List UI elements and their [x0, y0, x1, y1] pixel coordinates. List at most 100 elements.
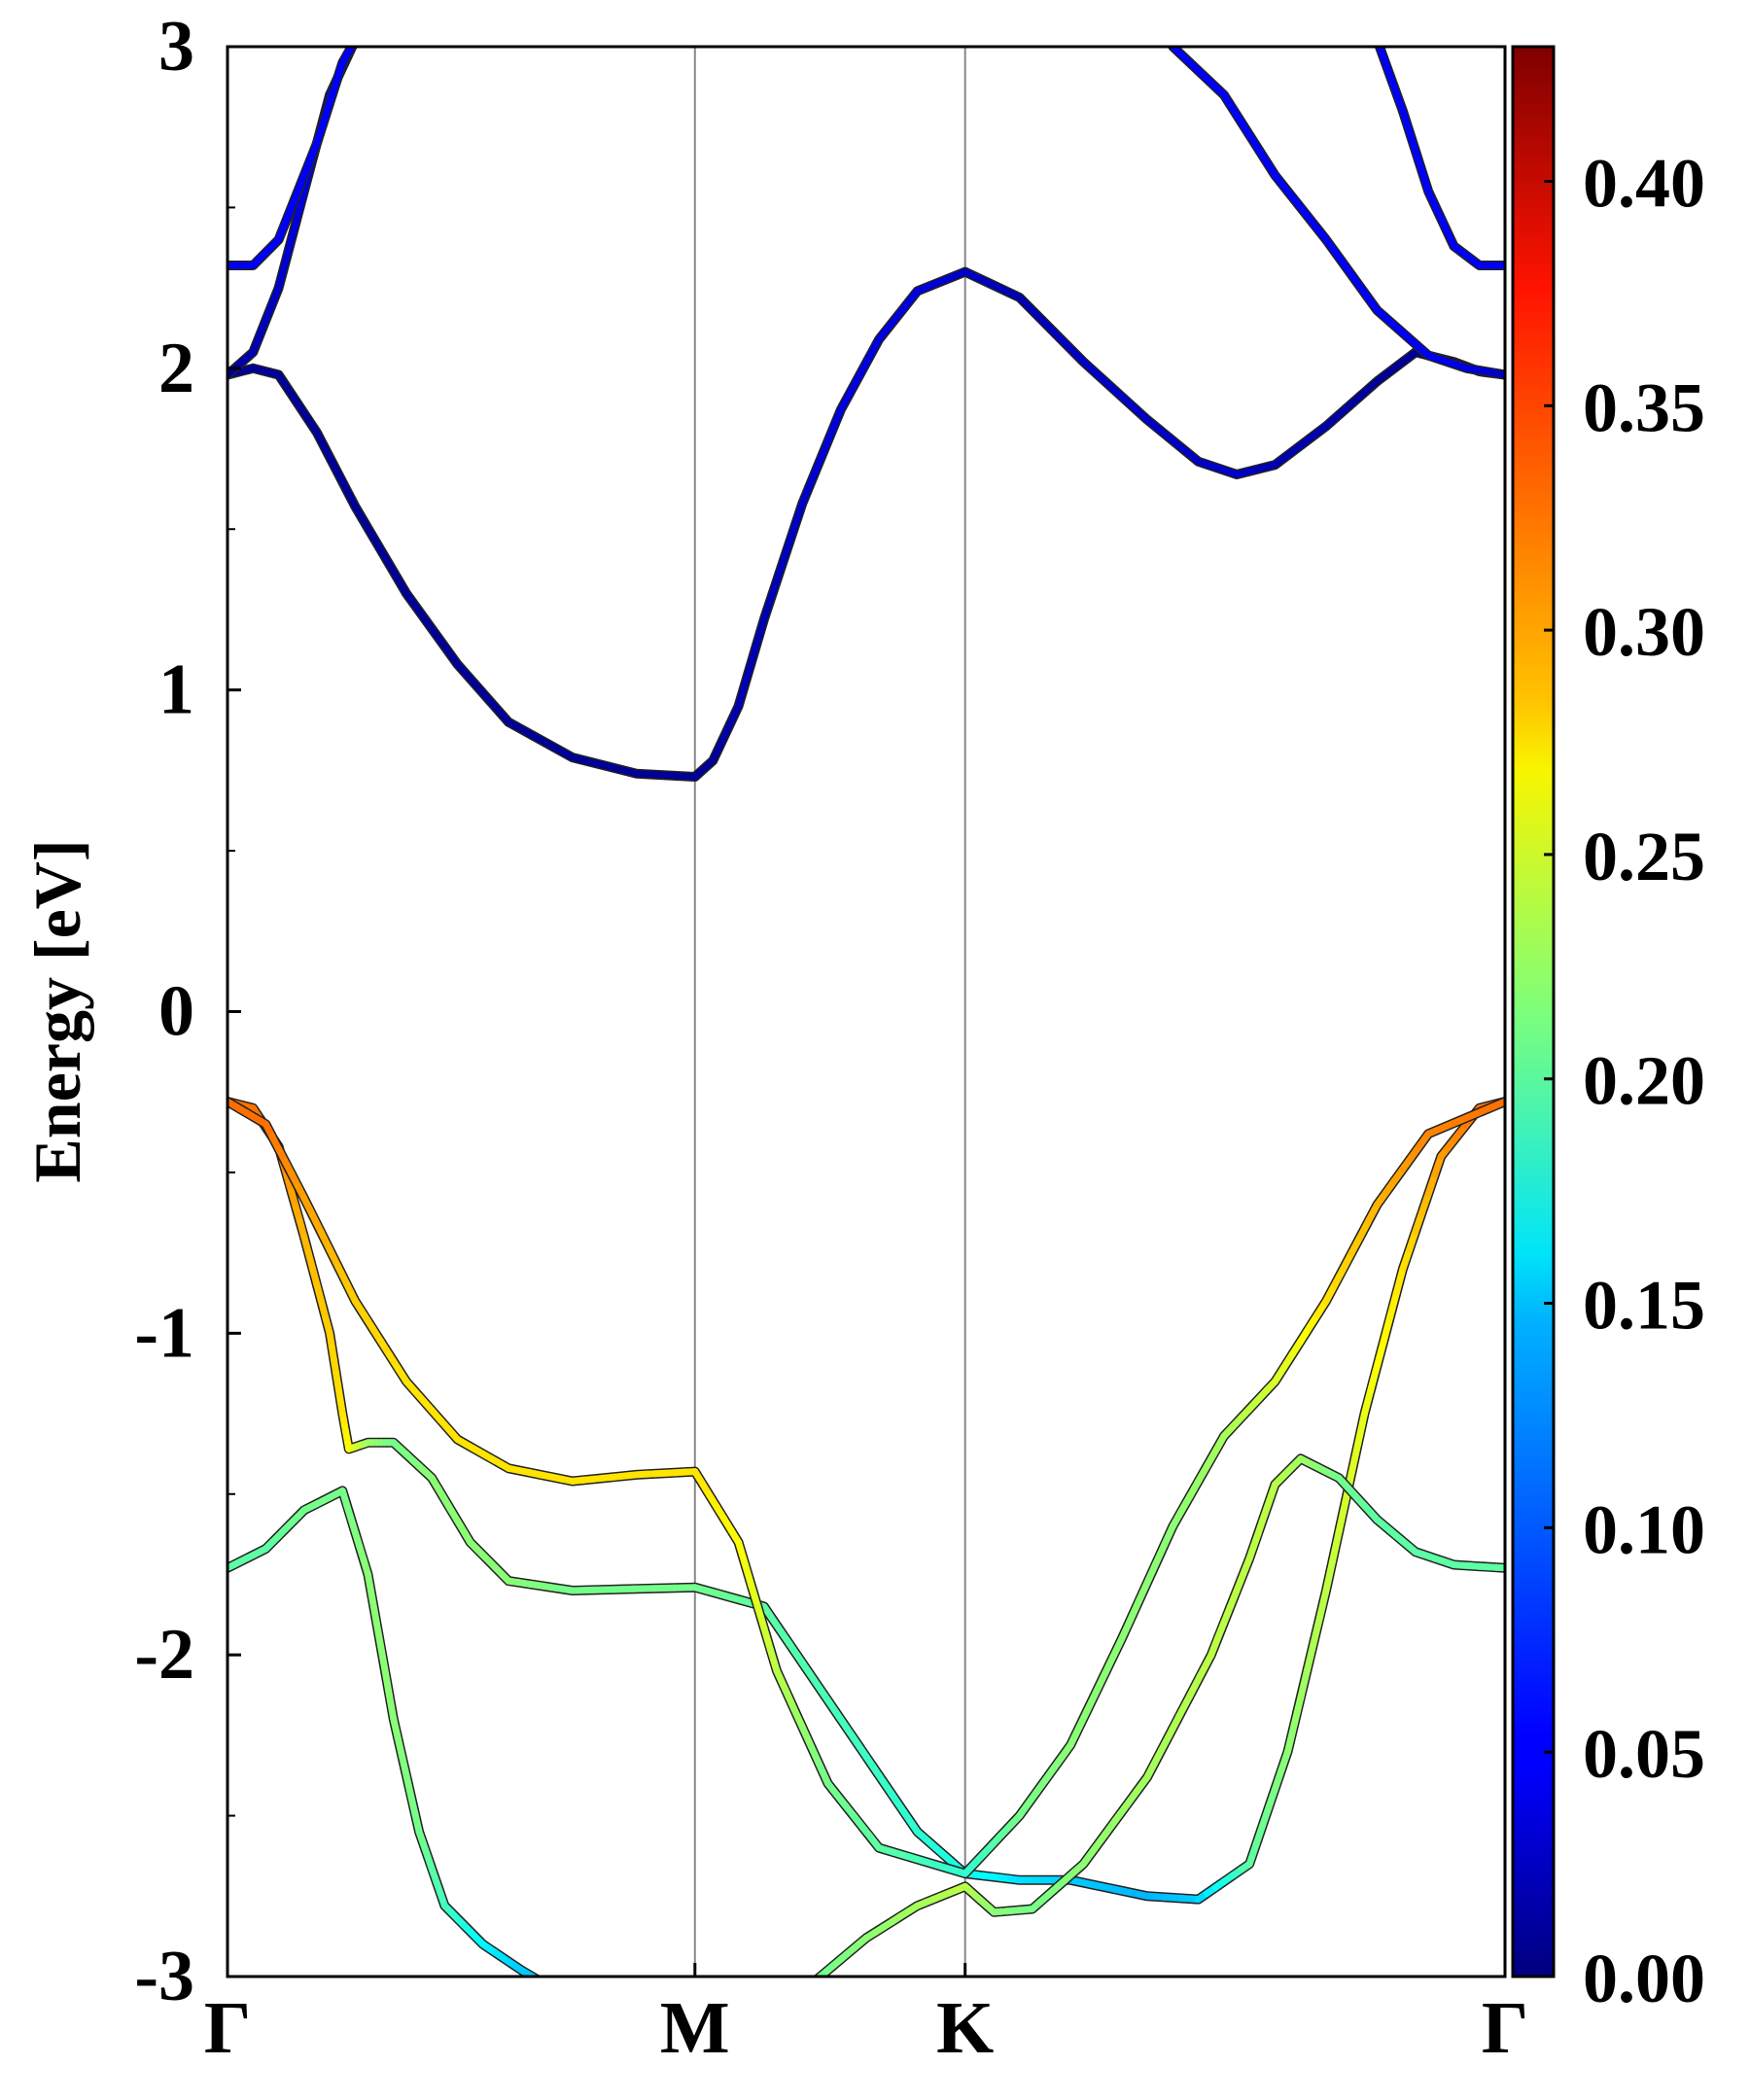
colorbar-ticks: 0.40 0.35 0.30 0.25 0.20 0.15 0.10 0.05 0.00: [1544, 144, 1705, 2017]
band-0-segment: [850, 1734, 870, 1761]
band-1-segment: [760, 1625, 774, 1654]
colorbar-tick-label-3: 0.25: [1583, 818, 1705, 895]
band-0-segment: [837, 1715, 858, 1742]
band-3-segment: [1197, 1651, 1215, 1679]
plot-area: 3 2 1 0 -1 -2 -3 Γ M K Γ Energy [eV]: [20, 7, 1528, 2069]
high-symmetry-lines: [693, 47, 966, 1977]
band-0-segment: [1392, 1265, 1407, 1297]
band-2-segment: [368, 1594, 380, 1627]
band-0-segment: [1322, 1558, 1337, 1594]
y-tick-label-1: 2: [158, 329, 194, 408]
band-0-segment: [671, 1584, 699, 1592]
band-0-outline: [228, 1097, 1505, 1905]
x-tick-label-2: K: [936, 1987, 994, 2069]
band-0-segment: [1361, 1385, 1375, 1418]
band-3-segment: [789, 1997, 796, 2003]
band-0-segment: [798, 1659, 819, 1686]
band-2-segment: [372, 1619, 385, 1651]
colorbar-tick-label-6: 0.10: [1583, 1490, 1705, 1568]
band-7: [1168, 47, 1505, 380]
band-3-segment: [1143, 1753, 1162, 1781]
band-3-segment: [1154, 1732, 1172, 1761]
band-3: [789, 1453, 1505, 2003]
colorbar-tick-label-4: 0.20: [1583, 1042, 1705, 1120]
y-tick-label-4: -1: [134, 1293, 194, 1373]
band-0-segment: [1310, 1614, 1323, 1648]
y-tick-label-0: 3: [158, 7, 194, 87]
band-2-segment: [541, 1981, 547, 1985]
band-1-segment: [753, 1603, 768, 1632]
band-0-segment: [589, 1586, 617, 1593]
y-axis-ticks: 3 2 1 0 -1 -2 -3: [134, 7, 241, 2016]
band-2-outline: [228, 1486, 542, 1977]
band-1-segment: [807, 1742, 823, 1768]
band-1-segment: [741, 1559, 755, 1589]
band-0-segment: [1329, 1527, 1343, 1565]
band-1-segment: [735, 1538, 749, 1567]
colorbar-tick-label-0: 0.40: [1583, 144, 1705, 222]
band-0-segment: [569, 1586, 597, 1594]
colorbar-tick-label-7: 0.05: [1583, 1715, 1705, 1793]
band-6-segment: [351, 47, 356, 48]
band-2-segment: [547, 1985, 554, 1989]
band-0-segment: [1386, 1289, 1400, 1321]
band-1-segment: [798, 1724, 815, 1750]
band-1-segment: [1135, 1579, 1151, 1605]
band-6: [228, 47, 358, 270]
band-1-segment: [1127, 1597, 1142, 1624]
band-3-segment: [802, 1986, 809, 1991]
band-0-segment: [786, 1640, 806, 1666]
band-8-outline: [1374, 47, 1505, 270]
band-3-segment: [1165, 1712, 1183, 1740]
band-1-segment: [782, 1686, 797, 1712]
band-0-segment: [1290, 1694, 1305, 1729]
plot-frame: [226, 45, 1507, 1978]
band-0-segment: [811, 1678, 832, 1704]
band-1-segment: [790, 1704, 806, 1732]
band-3-segment: [1175, 1692, 1194, 1720]
band-8: [1374, 47, 1505, 270]
band-0-segment: [773, 1622, 793, 1648]
band-2-segment: [377, 1643, 389, 1675]
band-0-segment: [1354, 1410, 1368, 1447]
band-3-segment: [1186, 1671, 1205, 1699]
band-0-segment: [824, 1697, 845, 1723]
band-0-segment: [630, 1585, 658, 1592]
band-2: [228, 1486, 554, 1989]
band-2-segment: [365, 1571, 376, 1602]
x-tick-label-3: Γ: [1482, 1987, 1528, 2069]
band-2-segment: [531, 1974, 540, 1977]
band-1-segment: [773, 1667, 789, 1694]
y-tick-label-6: -3: [134, 1937, 194, 2016]
colorbar-gradient: [1511, 45, 1556, 1978]
band-0-segment: [1303, 1640, 1317, 1675]
band-2-segment: [385, 1692, 398, 1723]
band-0-segment: [1284, 1721, 1298, 1755]
band-1-segment: [816, 1761, 832, 1787]
band-1: [228, 1097, 1505, 1879]
band-3-segment: [809, 1980, 816, 1986]
band-0-segment: [1380, 1313, 1394, 1346]
y-tick-label-3: 0: [158, 972, 194, 1052]
band-0-segment: [650, 1584, 679, 1592]
colorbar: 0.40 0.35 0.30 0.25 0.20 0.15 0.10 0.05 0.00: [1511, 45, 1705, 2017]
band-0-segment: [900, 1809, 922, 1836]
band-0-segment: [862, 1753, 883, 1779]
band-1-segment: [1143, 1559, 1160, 1587]
y-tick-label-5: -2: [134, 1615, 194, 1695]
colorbar-tick-label-5: 0.15: [1583, 1267, 1705, 1345]
band-0-segment: [1297, 1667, 1311, 1701]
band-1-segment: [1488, 1098, 1505, 1111]
band-0-segment: [1348, 1439, 1362, 1477]
band-0-segment: [1367, 1361, 1382, 1393]
band-1-segment: [1118, 1616, 1135, 1643]
band-0-segment: [1374, 1338, 1387, 1369]
band-0-segment: [610, 1585, 638, 1593]
x-tick-label-0: Γ: [204, 1987, 251, 2069]
band-0: [228, 1097, 1505, 1905]
x-tick-label-1: M: [660, 1987, 730, 2069]
colorbar-tick-label-2: 0.30: [1583, 593, 1705, 671]
band-3-segment: [796, 1991, 803, 1997]
